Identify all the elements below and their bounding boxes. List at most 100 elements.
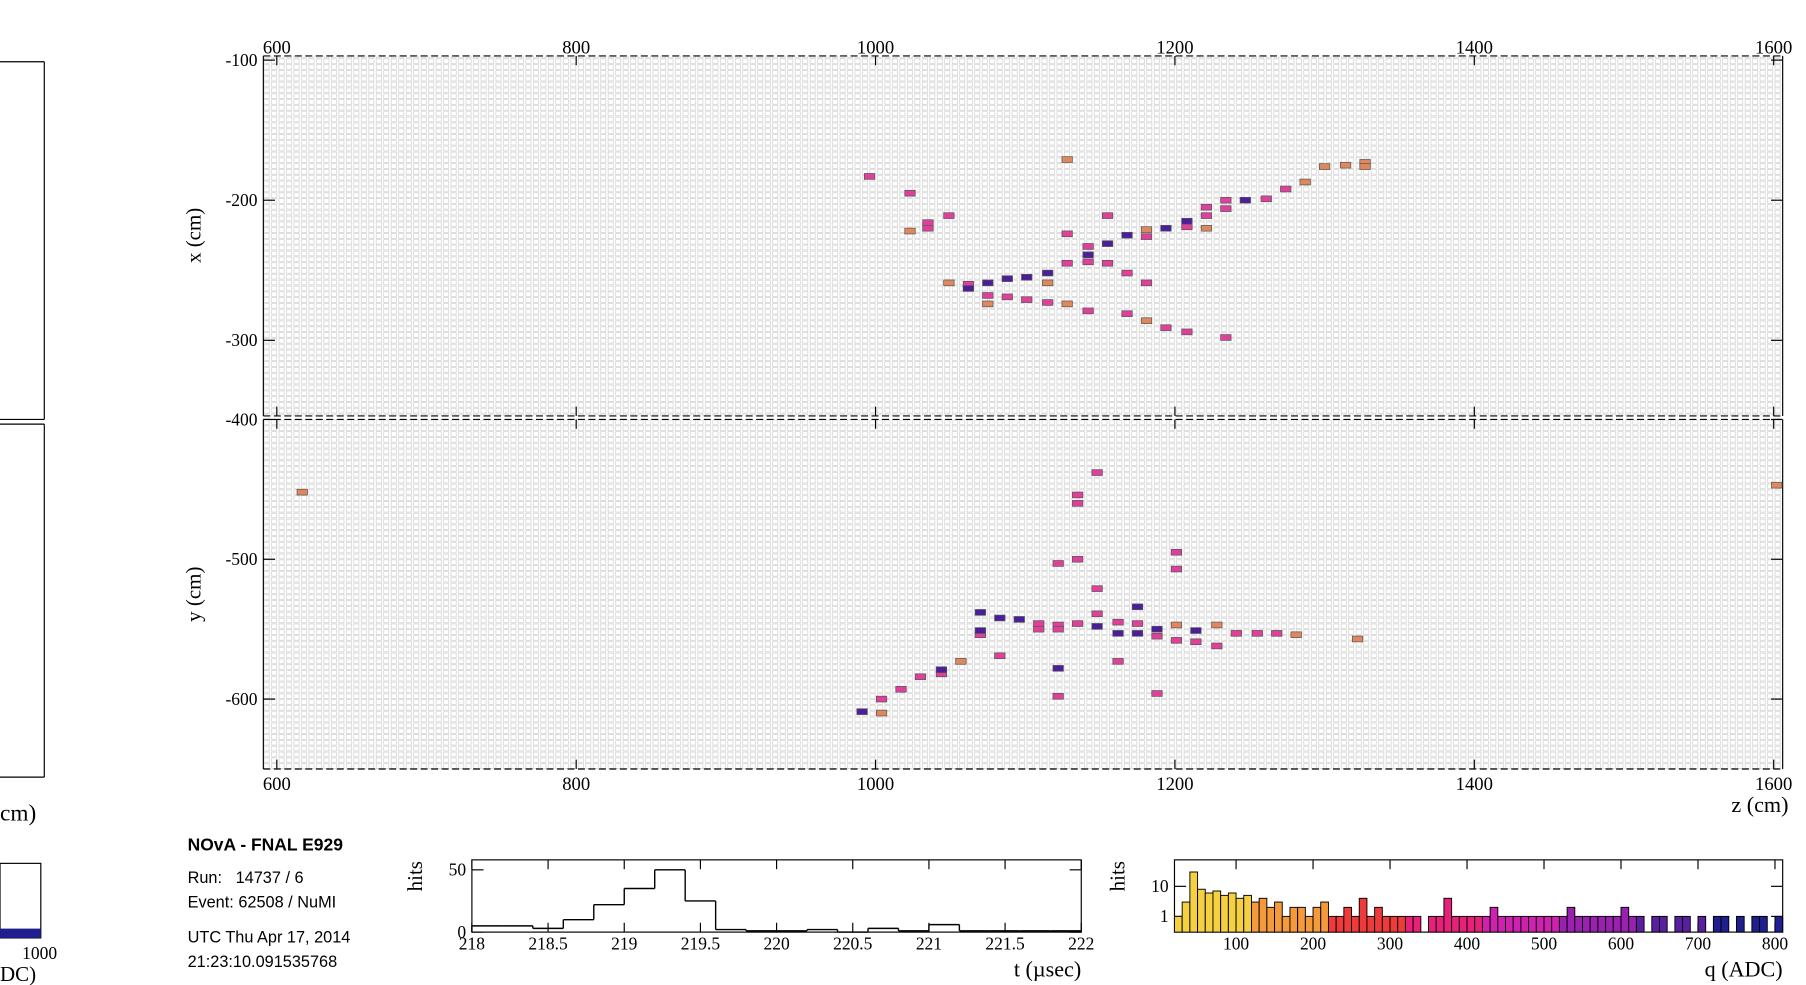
hit bbox=[1319, 164, 1329, 170]
bar bbox=[1390, 916, 1398, 932]
bar bbox=[1490, 907, 1498, 932]
hit bbox=[1141, 280, 1151, 286]
hit bbox=[1221, 206, 1231, 212]
hit bbox=[876, 710, 886, 716]
hit bbox=[1042, 270, 1052, 276]
hit bbox=[1352, 636, 1362, 642]
hit bbox=[1053, 693, 1063, 699]
info-title: NOvA - FNAL E929 bbox=[188, 835, 344, 855]
hit bbox=[975, 609, 985, 615]
hit bbox=[1072, 621, 1082, 627]
hit bbox=[1161, 325, 1171, 331]
bar bbox=[1652, 916, 1660, 932]
frame bbox=[0, 863, 41, 938]
bar bbox=[1567, 907, 1575, 932]
hit bbox=[1161, 225, 1171, 231]
bar bbox=[1513, 916, 1521, 932]
bar bbox=[1475, 916, 1483, 932]
bar bbox=[1736, 916, 1744, 932]
bar bbox=[1444, 898, 1452, 932]
x-tick-label: 300 bbox=[1377, 934, 1403, 954]
bar bbox=[1267, 907, 1275, 932]
y-axis-label: x (cm) bbox=[181, 208, 205, 263]
hit bbox=[1191, 628, 1201, 634]
bar bbox=[1221, 895, 1229, 932]
hit bbox=[1033, 621, 1043, 627]
hit bbox=[1171, 566, 1181, 572]
hit bbox=[1014, 616, 1024, 622]
x-tick-label: 700 bbox=[1685, 934, 1711, 954]
x-tick-label: 400 bbox=[1454, 934, 1480, 954]
x-tick-label: 100 bbox=[1223, 934, 1249, 954]
bar bbox=[1760, 916, 1768, 932]
hit bbox=[1053, 561, 1063, 567]
hit bbox=[1072, 556, 1082, 562]
bar bbox=[1675, 916, 1683, 932]
bar bbox=[1259, 898, 1267, 932]
bar bbox=[1613, 916, 1621, 932]
y-tick-label: 50 bbox=[449, 860, 467, 880]
x-axis-label: t (µsec) bbox=[1014, 956, 1081, 981]
hit bbox=[975, 628, 985, 634]
x-tick-label: 800 bbox=[562, 774, 590, 795]
y-axis-label: y (cm) bbox=[181, 567, 205, 622]
hit bbox=[1083, 244, 1093, 250]
y-tick-label: -600 bbox=[225, 689, 257, 709]
hit bbox=[876, 696, 886, 702]
bar bbox=[1313, 907, 1321, 932]
hit bbox=[1062, 157, 1072, 163]
hit bbox=[936, 667, 946, 673]
hit bbox=[1062, 301, 1072, 307]
bar bbox=[1352, 916, 1360, 932]
bar bbox=[1174, 916, 1182, 932]
x-tick-label: 500 bbox=[1531, 934, 1557, 954]
hit bbox=[1102, 241, 1112, 247]
hit bbox=[1240, 197, 1250, 203]
hit bbox=[1171, 622, 1181, 628]
hit bbox=[1062, 231, 1072, 237]
hit bbox=[915, 674, 925, 680]
hit bbox=[1201, 204, 1211, 210]
bar bbox=[1559, 916, 1567, 932]
hit bbox=[1092, 586, 1102, 592]
bar bbox=[1359, 898, 1367, 932]
hit bbox=[1221, 335, 1231, 341]
bar bbox=[1321, 902, 1329, 932]
hit bbox=[896, 686, 906, 692]
bar bbox=[1698, 916, 1706, 932]
hit bbox=[1113, 658, 1123, 664]
y-tick-label: -300 bbox=[225, 330, 257, 350]
bar bbox=[1482, 916, 1490, 932]
hit bbox=[1102, 260, 1112, 266]
hit bbox=[1152, 691, 1162, 697]
bar bbox=[1298, 907, 1306, 932]
bar bbox=[1398, 916, 1406, 932]
hit bbox=[1002, 276, 1012, 282]
event-display: cm) 1000 DC) NOvA - FNAL E929 Run: 14737… bbox=[0, 0, 1806, 985]
detector-cells bbox=[263, 419, 1782, 769]
bar bbox=[1275, 902, 1283, 932]
x-tick-label: 1200 bbox=[1156, 38, 1193, 59]
bar bbox=[1182, 902, 1190, 932]
hit bbox=[1042, 280, 1052, 286]
hit bbox=[1212, 622, 1222, 628]
x-tick-label: 1400 bbox=[1456, 774, 1493, 795]
bar bbox=[1367, 916, 1375, 932]
bar bbox=[1282, 916, 1290, 932]
hit bbox=[1072, 500, 1082, 506]
color-strip bbox=[0, 929, 41, 938]
hit bbox=[1182, 224, 1192, 230]
x-tick-label: 221 bbox=[916, 934, 942, 954]
hit bbox=[1132, 630, 1142, 636]
hit bbox=[1771, 482, 1781, 488]
hit bbox=[1171, 637, 1181, 643]
x-tick-label: 1000 bbox=[857, 774, 894, 795]
bar bbox=[1405, 916, 1413, 932]
hit bbox=[1231, 630, 1241, 636]
hit bbox=[1113, 630, 1123, 636]
hit bbox=[1271, 630, 1281, 636]
bar bbox=[1198, 889, 1206, 932]
bar bbox=[1336, 916, 1344, 932]
hit bbox=[1221, 197, 1231, 203]
y-axis-label: hits bbox=[403, 861, 427, 891]
